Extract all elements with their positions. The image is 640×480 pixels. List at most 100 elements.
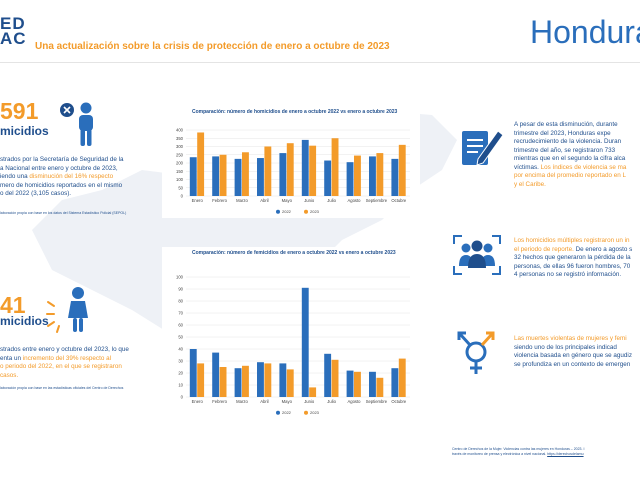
y-tick-label: 40	[178, 347, 183, 352]
y-tick-label: 60	[178, 323, 183, 328]
bar-2023-enero	[197, 132, 205, 196]
bar-2022-agosto	[346, 370, 354, 397]
x-tick-label: Junio	[304, 198, 315, 203]
y-tick-label: 50	[178, 335, 183, 340]
women-line-1: siendo uno de los principales indicad	[514, 343, 617, 351]
bar-2022-julio	[324, 160, 332, 196]
bar-2023-septiembre	[376, 377, 384, 397]
bar-2023-junio	[309, 387, 317, 397]
femicide-highlight-3: casos.	[0, 371, 19, 379]
bar-2023-marzo	[242, 365, 249, 397]
homicide-chart-title: Comparación: número de homicidios de ene…	[192, 109, 398, 115]
women-hl-2: muertes violentas de mujeres y femi	[525, 335, 627, 342]
multi-hl-1: Los	[514, 237, 525, 244]
footnote-link[interactable]: https://derechosdelamu	[547, 452, 584, 456]
multiple-homicides-text: Los homicidios múltiples registraron un …	[514, 237, 640, 280]
homicide-chart-panel: Comparación: número de homicidios de ene…	[162, 106, 420, 218]
legend-marker-2023	[304, 410, 308, 415]
x-tick-label: Junio	[304, 399, 315, 404]
femicide-highlight-1: incremento del 39% respecto al	[22, 354, 111, 362]
homicide-description: strados por la Secretaría de Seguridad d…	[0, 156, 135, 199]
y-tick-label: 100	[176, 275, 184, 280]
x-tick-label: Marzo	[236, 399, 248, 404]
y-tick-label: 300	[176, 144, 184, 149]
trend-line-3: recrudecimiento de la violencia. Duran	[514, 138, 622, 145]
x-tick-label: Febrero	[212, 399, 227, 404]
person-x-icon	[60, 102, 93, 146]
legend-marker-2023	[304, 209, 308, 214]
women-violence-text: Las muertes violentas de mujeres y femi …	[514, 335, 640, 369]
y-tick-label: 10	[178, 383, 183, 388]
bar-2023-abril	[264, 363, 272, 397]
logo: ED AC	[0, 14, 30, 48]
x-tick-label: Abril	[260, 198, 268, 203]
country-title: Honduras	[530, 14, 640, 50]
women-line-3: se profundiza en un contexto de emergen	[514, 360, 631, 368]
footnote: Centro de Derechos de la Mujer. Violenci…	[452, 447, 640, 457]
document-pen-icon	[462, 130, 504, 166]
x-tick-label: Agosto	[347, 198, 361, 203]
bar-2022-febrero	[212, 156, 220, 196]
bar-2023-julio	[331, 138, 339, 196]
legend-marker-2022	[276, 410, 280, 415]
x-tick-label: Mayo	[282, 399, 293, 404]
y-tick-label: 100	[176, 177, 184, 182]
bar-2022-octubre	[391, 158, 399, 196]
bar-2022-mayo	[279, 153, 287, 196]
bar-2023-mayo	[286, 369, 294, 397]
y-tick-label: 50	[178, 185, 183, 190]
x-tick-label: Octubre	[391, 198, 407, 203]
femicide-source: laboración propia con base en las estadí…	[0, 386, 124, 390]
bar-2022-octubre	[391, 368, 399, 397]
x-tick-label: Julio	[327, 399, 336, 404]
logo-line-1: ED	[0, 14, 26, 33]
homicide-chart: 0 50 100 150 200 250 300 350 400 Enero Febrero Marz…	[176, 128, 410, 214]
logo-line-2: AC	[0, 29, 27, 48]
bar-2022-enero	[189, 349, 197, 397]
bar-2022-mayo	[279, 363, 287, 397]
femicide-description: strados entre enero y octubre del 2023, …	[0, 346, 135, 380]
legend-label-2023: 2023	[310, 209, 320, 214]
legend-label-2022: 2022	[282, 209, 292, 214]
x-tick-label: Septiembre	[366, 399, 388, 404]
y-tick-label: 150	[176, 169, 184, 174]
homicide-text-1: strados por la Secretaría de Seguridad d…	[0, 156, 124, 163]
group-icon	[453, 235, 501, 275]
bar-2023-octubre	[398, 144, 406, 196]
homicide-highlight: disminución del 16% respecto	[29, 173, 114, 180]
legend-label-2022: 2022	[282, 410, 292, 415]
femicide-highlight-2: o periodo del 2022, en el que se registr…	[0, 363, 122, 370]
bar-2022-septiembre	[369, 156, 376, 196]
bar-2023-febrero	[219, 154, 227, 196]
bar-2022-marzo	[234, 158, 242, 196]
trend-highlight-1: Los índices de violencia se ma	[540, 163, 627, 171]
bar-2023-abril	[264, 146, 272, 196]
women-line-2: violencia basada en género que se agudiz	[514, 352, 632, 359]
multi-hl-3: el periodo de reporte.	[514, 245, 574, 253]
y-tick-label: 350	[176, 136, 184, 141]
y-tick-label: 250	[176, 152, 184, 157]
bar-2023-julio	[331, 359, 339, 397]
homicide-label: micidios	[0, 124, 49, 138]
trend-line-1: A pesar de esta disminución, durante	[514, 121, 618, 128]
violence-trend-text: A pesar de esta disminución, durante tri…	[514, 121, 640, 189]
bar-2023-marzo	[242, 152, 249, 196]
y-tick-label: 90	[178, 287, 183, 292]
y-tick-label: 80	[178, 299, 183, 304]
bar-2023-enero	[197, 363, 205, 397]
homicide-count: 591	[0, 98, 39, 124]
bar-2023-octubre	[398, 358, 406, 397]
bar-2022-abril	[257, 158, 264, 196]
footnote-line-1: Centro de Derechos de la Mujer. Violenci…	[452, 447, 585, 451]
multi-line-2: 32 hechos que generaron la pérdida de la	[514, 254, 631, 261]
x-tick-label: Octubre	[391, 399, 407, 404]
gender-icon	[457, 331, 495, 374]
femicide-text-1: strados entre enero y octubre del 2023, …	[0, 346, 129, 353]
homicide-text-5: o del 2022 (3,105 casos).	[0, 190, 72, 197]
legend-label-2023: 2023	[310, 410, 320, 415]
bar-2022-septiembre	[369, 371, 376, 397]
y-tick-label: 70	[178, 311, 183, 316]
bar-2023-mayo	[286, 143, 294, 196]
y-tick-label: 400	[176, 128, 184, 133]
trend-line-4: trimestre del año, se registraron 733	[514, 146, 616, 154]
